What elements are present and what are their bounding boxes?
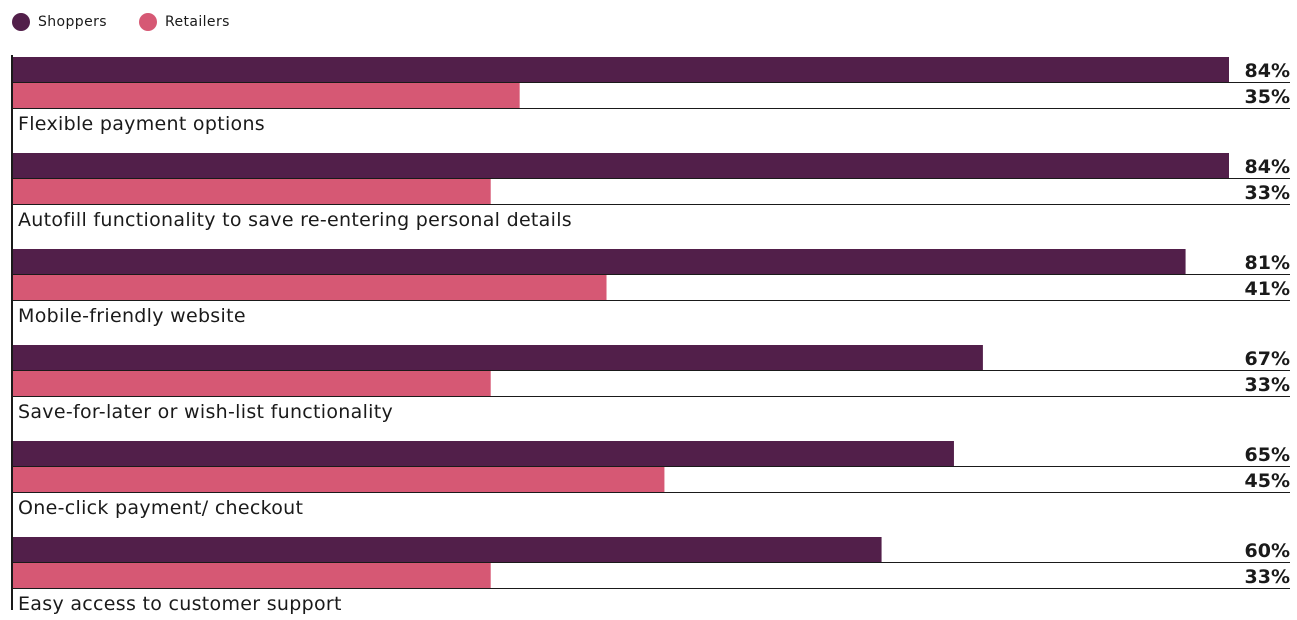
bar-shoppers-save-for-later-or-wish-list-functionality xyxy=(13,345,983,370)
bar-shoppers-autofill-functionality-to-save-re-entering-personal-details xyxy=(13,153,1229,178)
category-label-flexible-payment-options: Flexible payment options xyxy=(18,113,265,135)
legend-swatch-retailers xyxy=(138,13,157,31)
legend-label-shoppers: Shoppers xyxy=(38,14,107,30)
bar-shoppers-flexible-payment-options xyxy=(13,57,1229,82)
bar-retailers-autofill-functionality-to-save-re-entering-personal-details xyxy=(13,179,491,204)
value-label-retailers-save-for-later-or-wish-list-functionality: 33% xyxy=(1245,374,1290,396)
category-label-easy-access-to-customer-support: Easy access to customer support xyxy=(18,593,342,615)
value-label-shoppers-mobile-friendly-website: 81% xyxy=(1245,252,1290,274)
value-label-shoppers-easy-access-to-customer-support: 60% xyxy=(1245,540,1290,562)
legend-label-retailers: Retailers xyxy=(164,14,230,30)
bar-retailers-flexible-payment-options xyxy=(13,83,520,108)
bar-shoppers-mobile-friendly-website xyxy=(13,249,1186,274)
value-label-retailers-mobile-friendly-website: 41% xyxy=(1245,278,1290,300)
value-label-retailers-autofill-functionality-to-save-re-entering-personal-details: 33% xyxy=(1245,182,1290,204)
bar-retailers-save-for-later-or-wish-list-functionality xyxy=(13,371,491,396)
category-label-save-for-later-or-wish-list-functionality: Save-for-later or wish-list functionalit… xyxy=(18,401,393,423)
legend-swatch-shoppers xyxy=(12,13,30,31)
legend: Shoppers Retailers xyxy=(12,11,262,33)
bar-retailers-mobile-friendly-website xyxy=(13,275,607,300)
bar-shoppers-one-click-payment-checkout xyxy=(13,441,954,466)
value-label-retailers-one-click-payment-checkout: 45% xyxy=(1245,470,1290,492)
value-label-shoppers-autofill-functionality-to-save-re-entering-personal-details: 84% xyxy=(1245,156,1290,178)
bar-retailers-one-click-payment-checkout xyxy=(13,467,665,492)
legend-item-retailers: Retailers xyxy=(138,13,230,31)
category-label-autofill-functionality-to-save-re-entering-personal-details: Autofill functionality to save re-enteri… xyxy=(18,209,572,231)
category-label-one-click-payment-checkout: One-click payment/ checkout xyxy=(18,497,303,519)
legend-item-shoppers: Shoppers xyxy=(12,13,107,31)
value-label-shoppers-save-for-later-or-wish-list-functionality: 67% xyxy=(1245,348,1290,370)
bar-retailers-easy-access-to-customer-support xyxy=(13,563,491,588)
bar-shoppers-easy-access-to-customer-support xyxy=(13,537,882,562)
value-label-retailers-easy-access-to-customer-support: 33% xyxy=(1245,566,1290,588)
value-label-retailers-flexible-payment-options: 35% xyxy=(1245,86,1290,108)
value-label-shoppers-one-click-payment-checkout: 65% xyxy=(1245,444,1290,466)
category-label-mobile-friendly-website: Mobile-friendly website xyxy=(18,305,246,327)
value-label-shoppers-flexible-payment-options: 84% xyxy=(1245,60,1290,82)
